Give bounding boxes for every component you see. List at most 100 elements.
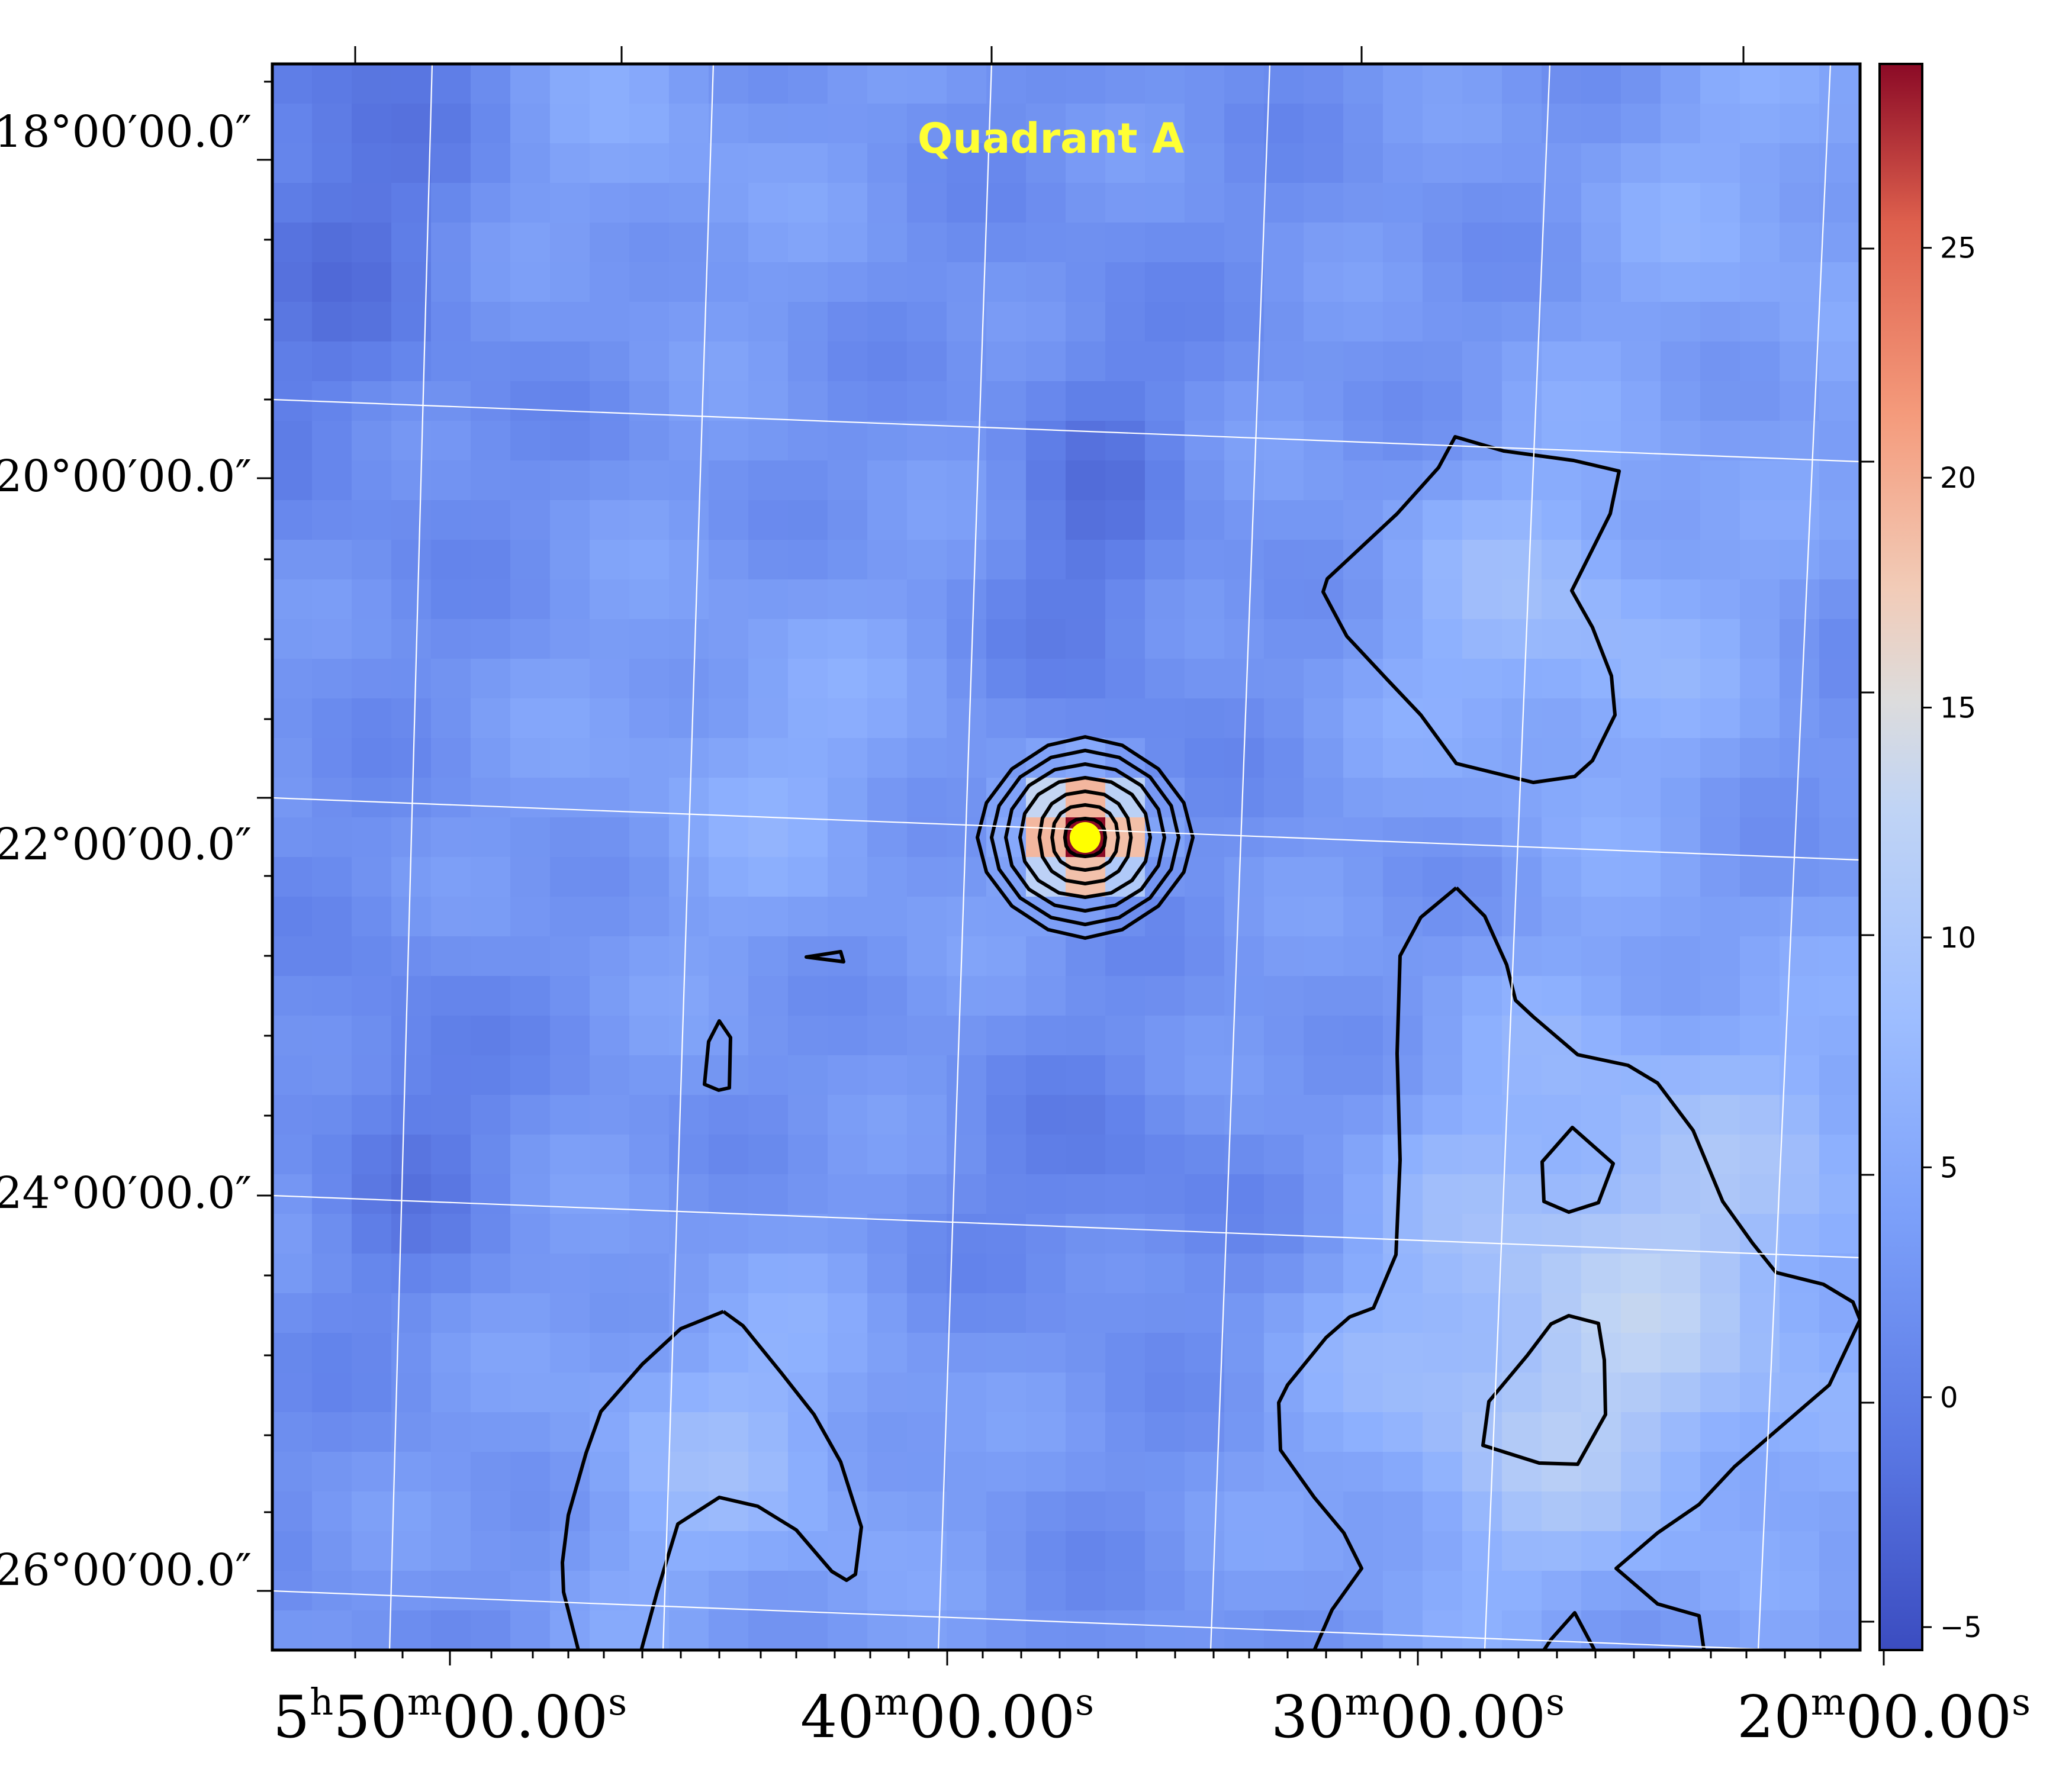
heatmap-cell: [471, 1174, 511, 1214]
heatmap-cell: [1661, 64, 1701, 104]
heatmap-cell: [550, 778, 590, 818]
heatmap-cell: [947, 1333, 987, 1373]
heatmap-cell: [590, 1214, 630, 1254]
heatmap-cell: [1343, 936, 1384, 977]
heatmap-cell: [1383, 143, 1423, 183]
heatmap-cell: [1185, 302, 1225, 342]
heatmap-cell: [1066, 64, 1106, 104]
heatmap-cell: [550, 381, 590, 421]
heatmap-cell: [1581, 223, 1621, 263]
heatmap-cell: [986, 341, 1027, 382]
heatmap-cell: [1780, 1174, 1820, 1214]
heatmap-cell: [1185, 262, 1225, 302]
heatmap-cell: [669, 64, 709, 104]
heatmap-cell: [1423, 1333, 1463, 1373]
heatmap-cell: [391, 421, 432, 461]
heatmap-cell: [1740, 1055, 1780, 1096]
heatmap-cell: [312, 540, 352, 580]
heatmap-cell: [629, 540, 670, 580]
heatmap-cell: [471, 1214, 511, 1254]
colorbar-tick-label: 5: [1940, 1151, 1958, 1184]
heatmap-cell: [1066, 1412, 1106, 1452]
heatmap-cell: [1819, 460, 1859, 501]
heatmap-cell: [629, 1254, 670, 1294]
heatmap-cell: [629, 579, 670, 620]
heatmap-cell: [1304, 897, 1344, 937]
heatmap-cell: [272, 1174, 313, 1214]
heatmap-cell: [1819, 1293, 1859, 1333]
heatmap-cell: [1581, 1293, 1621, 1333]
heatmap-cell: [1264, 659, 1304, 699]
heatmap-cell: [907, 1174, 947, 1214]
heatmap-cell: [471, 1610, 511, 1650]
heatmap-cell: [510, 1571, 551, 1611]
heatmap-cell: [1740, 936, 1780, 977]
heatmap-cell: [431, 1373, 471, 1413]
heatmap-cell: [471, 897, 511, 937]
heatmap-cell: [1700, 421, 1740, 461]
heatmap-cell: [1066, 778, 1106, 818]
heatmap-cell: [1185, 460, 1225, 501]
heatmap-cell: [629, 738, 670, 778]
heatmap-cell: [312, 104, 352, 144]
heatmap-cell: [986, 738, 1027, 778]
heatmap-cell: [471, 738, 511, 778]
heatmap-cell: [510, 897, 551, 937]
colorbar-tick-label: 15: [1940, 692, 1976, 725]
heatmap-cell: [312, 778, 352, 818]
heatmap-cell: [1661, 183, 1701, 223]
heatmap-cell: [1224, 1055, 1265, 1096]
heatmap-cell: [947, 976, 987, 1016]
heatmap-cell: [431, 1214, 471, 1254]
heatmap-cell: [986, 1016, 1027, 1056]
heatmap-cell: [431, 778, 471, 818]
heatmap-cell: [1542, 381, 1582, 421]
heatmap-cell: [1780, 223, 1820, 263]
heatmap-cell: [1185, 104, 1225, 144]
heatmap-cell: [1700, 1135, 1740, 1175]
heatmap-cell: [1502, 302, 1542, 342]
heatmap-cell: [590, 698, 630, 739]
heatmap-cell: [510, 778, 551, 818]
heatmap-cell: [1343, 381, 1384, 421]
heatmap-cell: [986, 579, 1027, 620]
heatmap-cell: [1423, 1254, 1463, 1294]
heatmap-cell: [629, 1293, 670, 1333]
heatmap-cell: [1145, 421, 1185, 461]
heatmap-cell: [1780, 302, 1820, 342]
heatmap-cell: [669, 500, 709, 540]
heatmap-cell: [1462, 262, 1502, 302]
heatmap-cell: [1780, 976, 1820, 1016]
heatmap-cell: [1661, 1016, 1701, 1056]
heatmap-cell: [272, 1095, 313, 1135]
heatmap-cell: [510, 1214, 551, 1254]
heatmap-cell: [1185, 1254, 1225, 1294]
heatmap-cell: [352, 381, 392, 421]
heatmap-cell: [1264, 1571, 1304, 1611]
heatmap-cell: [352, 1491, 392, 1532]
heatmap-cell: [709, 1571, 749, 1611]
heatmap-cell: [1700, 619, 1740, 659]
heatmap-cell: [1621, 262, 1661, 302]
heatmap-cell: [1581, 143, 1621, 183]
heatmap-cell: [1621, 223, 1661, 263]
heatmap-cell: [1145, 1373, 1185, 1413]
heatmap-cell: [1224, 104, 1265, 144]
heatmap-cell: [1740, 857, 1780, 897]
heatmap-cell: [1780, 64, 1820, 104]
heatmap-cell: [1581, 1491, 1621, 1532]
heatmap-cell: [907, 460, 947, 501]
heatmap-cell: [1819, 698, 1859, 739]
heatmap-cell: [709, 500, 749, 540]
heatmap-cell: [590, 64, 630, 104]
heatmap-cell: [907, 143, 947, 183]
heatmap-cell: [1780, 1491, 1820, 1532]
heatmap-cell: [431, 223, 471, 263]
heatmap-cell: [947, 1254, 987, 1294]
heatmap-cell: [1819, 1412, 1859, 1452]
heatmap-cell: [1661, 302, 1701, 342]
heatmap-cell: [1105, 1055, 1146, 1096]
heatmap-cell: [1542, 540, 1582, 580]
heatmap-cell: [1343, 183, 1384, 223]
